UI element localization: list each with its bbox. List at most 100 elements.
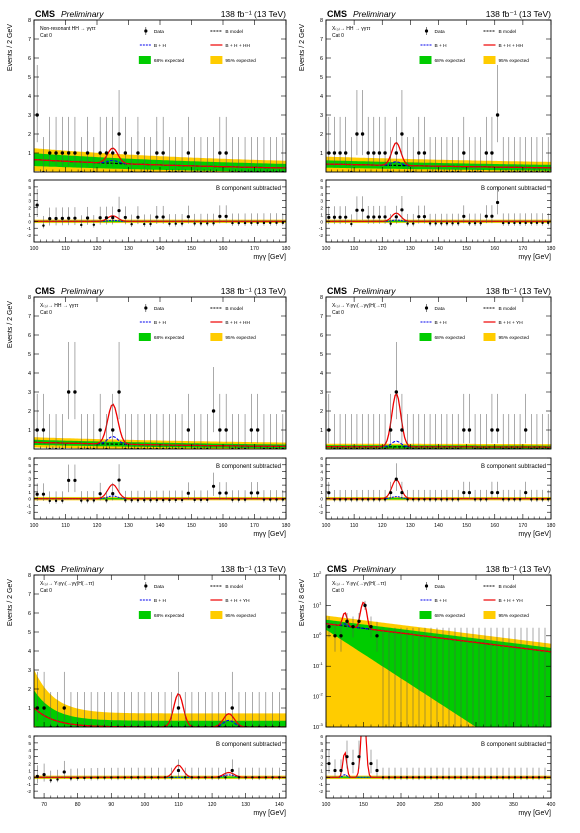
y-tick-label: 6 <box>320 333 323 339</box>
sub-data-point <box>344 215 348 219</box>
sub-data-point <box>417 498 421 501</box>
main-frame <box>33 574 287 728</box>
y-tick-label: 2 <box>28 409 31 415</box>
lumi-label: 138 fb⁻¹ (13 TeV) <box>221 564 286 574</box>
x-tick-label: 180 <box>547 246 556 252</box>
sub-y-tick-label: 5 <box>320 463 323 469</box>
x-tick-label: 120 <box>378 523 387 529</box>
sub-data-point <box>406 222 409 225</box>
chart-title: X₍₀₎→ Y₍γγ₎(→γγ)H(→ττ) <box>332 303 387 309</box>
sub-y-tick-label: 6 <box>28 178 31 184</box>
sub-panel-label: B component subtracted <box>481 464 546 470</box>
sub-data-point <box>490 491 494 495</box>
sub-data-point <box>231 221 234 225</box>
sub-data-points <box>327 186 550 227</box>
y-tick-label: 4 <box>28 371 31 377</box>
x-tick-label: 170 <box>250 246 259 252</box>
data-point <box>343 151 348 155</box>
sub-data-point <box>440 222 443 225</box>
legend-bh-label: B + H <box>435 43 448 49</box>
x-axis-label: mγγ [GeV] <box>253 810 286 817</box>
sub-data-point <box>350 222 353 226</box>
sub-data-point <box>375 768 379 773</box>
sub-data-point <box>250 221 253 225</box>
legend-band2-swatch <box>210 333 223 341</box>
sub-data-point <box>327 491 331 495</box>
sub-data-point <box>394 215 398 219</box>
sub-data-point <box>136 499 140 502</box>
sub-data-point <box>462 214 466 218</box>
y-axis-ticks: 1 2 3 4 5 6 7 8 <box>28 295 286 450</box>
legend-band1-swatch <box>138 56 151 64</box>
data-point <box>417 151 421 155</box>
legend-data-label: Data <box>435 29 445 35</box>
sub-data-point <box>264 776 268 779</box>
sub-y-tick-label: -2 <box>27 789 32 795</box>
x-tick-label: 140 <box>156 523 165 529</box>
sub-data-points <box>35 464 285 504</box>
sub-y-tick-label: 5 <box>28 185 31 191</box>
legend-band1-swatch <box>138 611 151 619</box>
legend-data-label: Data <box>154 584 164 590</box>
sub-data-point <box>76 776 79 780</box>
sub-y-tick-label: 3 <box>28 199 31 205</box>
legend-signal-label: B + H + YH <box>225 598 250 604</box>
x-tick-label: 130 <box>241 802 250 808</box>
data-point <box>224 151 228 155</box>
y-tick-label: 8 <box>28 18 31 24</box>
sub-data-point <box>434 222 437 225</box>
x-tick-label: 130 <box>124 523 133 529</box>
main-plot-area <box>34 64 286 172</box>
sub-data-point <box>80 223 83 227</box>
sub-data-point <box>405 776 409 779</box>
sub-data-point <box>35 492 39 496</box>
x-tick-label: 200 <box>397 802 406 808</box>
sub-data-point <box>174 222 177 225</box>
data-point <box>98 151 102 155</box>
sub-panel-label: B component subtracted <box>481 742 546 748</box>
sub-data-points <box>35 759 281 784</box>
data-point <box>345 619 349 623</box>
data-point <box>377 151 382 155</box>
y-tick-label: 4 <box>28 649 31 655</box>
x-tick-label: 120 <box>378 246 387 252</box>
y-tick-label: 10-3 <box>313 722 323 731</box>
x-tick-label: 140 <box>156 246 165 252</box>
data-point <box>484 151 489 155</box>
data-point <box>388 428 393 432</box>
data-point <box>467 428 472 432</box>
sub-y-tick-label: 6 <box>320 178 323 184</box>
x-tick-label: 140 <box>434 523 443 529</box>
legend-signal-label: B + H + HH <box>225 43 250 49</box>
sub-data-point <box>361 498 364 501</box>
sub-data-point <box>193 498 196 502</box>
y-tick-label: 3 <box>28 113 31 119</box>
x-tick-label: 160 <box>490 523 499 529</box>
sub-data-point <box>400 208 404 212</box>
sub-y-tick-label: 3 <box>28 476 31 482</box>
y-tick-label: 3 <box>28 668 31 674</box>
chart-title: Non-resonant HH → γγττ <box>40 26 96 32</box>
sub-y-tick-label: 4 <box>320 748 323 754</box>
sub-y-tick-label: 6 <box>28 734 31 740</box>
data-point <box>104 151 109 155</box>
sub-data-point <box>155 215 159 219</box>
sub-data-point <box>422 215 427 219</box>
lumi-label: 138 fb⁻¹ (13 TeV) <box>221 9 286 19</box>
sub-y-tick-label: 1 <box>28 490 31 496</box>
data-point <box>338 151 342 155</box>
sub-y-tick-label: 6 <box>320 456 323 462</box>
sub-data-point <box>406 498 409 501</box>
sub-data-point <box>369 761 373 766</box>
sub-data-points <box>35 189 285 229</box>
data-point <box>123 151 128 155</box>
chart-title: X₍₀₎→ HH → γγττ <box>40 303 78 309</box>
legend-band1-swatch <box>419 56 432 64</box>
sub-data-point <box>186 491 190 495</box>
chart-title: X₍₀₎→ Y₍γγ₎(→γγ)H(→ττ) <box>332 581 387 587</box>
sub-data-point <box>275 221 278 225</box>
data-point <box>186 428 191 432</box>
sub-data-point <box>411 222 415 225</box>
sub-y-tick-label: 5 <box>28 741 31 747</box>
